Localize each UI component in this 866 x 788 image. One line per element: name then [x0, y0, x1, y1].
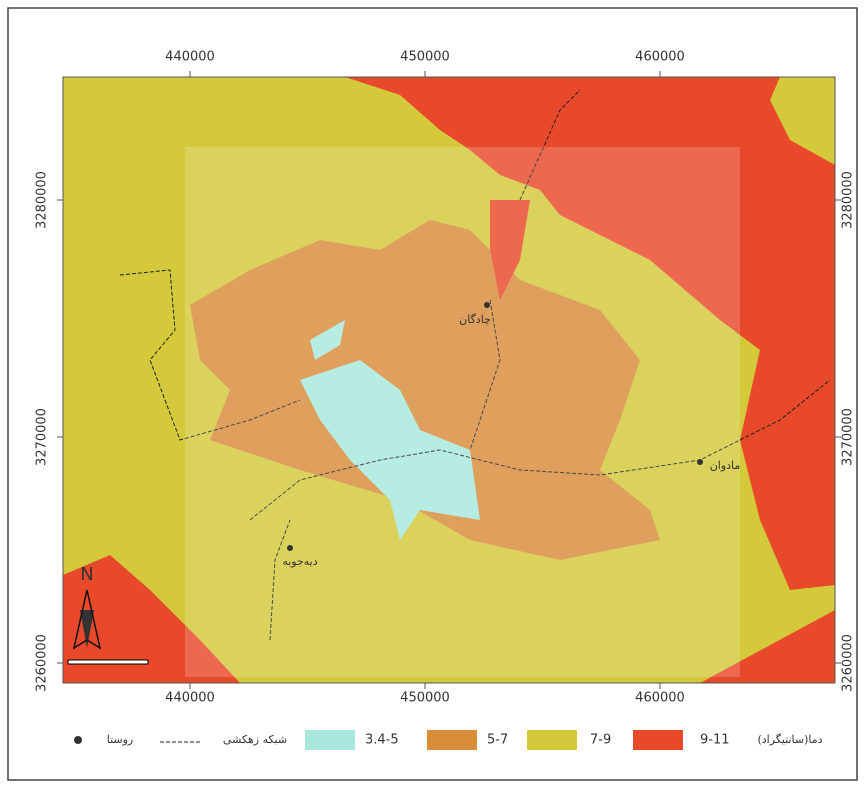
y-coord-label: 3280000 — [35, 171, 50, 229]
map-area: چادگان مادوان دیه‌جوبه N — [63, 77, 835, 683]
legend-label: شبکه زهکشی — [223, 733, 287, 746]
legend-swatch — [633, 730, 683, 750]
watermark — [185, 147, 740, 677]
y-coord-label: 3270000 — [841, 408, 856, 466]
x-coord-label: 440000 — [165, 50, 215, 65]
legend-swatch — [305, 730, 355, 750]
y-coord-label: 3280000 — [841, 171, 856, 229]
legend-label: 9-11 — [700, 733, 730, 748]
legend-label: روستا — [107, 733, 134, 746]
x-coord-label: 460000 — [635, 50, 685, 65]
legend-title: دما(سانتیگراد) — [757, 733, 822, 746]
village-marker — [697, 459, 703, 465]
y-coord-label: 3260000 — [841, 634, 856, 692]
place-label: مادوان — [710, 459, 741, 472]
place-label: دیه‌جوبه — [282, 555, 317, 568]
y-coord-label: 3270000 — [35, 408, 50, 466]
legend-label: 7-9 — [590, 733, 611, 748]
legend-marker — [74, 736, 82, 744]
y-coord-label: 3260000 — [35, 634, 50, 692]
scale-bar — [68, 660, 148, 664]
north-label: N — [80, 564, 93, 585]
map-figure: چادگان مادوان دیه‌جوبه N 440000 440000 450… — [0, 0, 866, 788]
legend-label: 3.4-5 — [365, 733, 399, 748]
village-marker — [484, 302, 490, 308]
legend-label: 5-7 — [487, 733, 508, 748]
place-label: چادگان — [459, 313, 491, 326]
village-marker — [287, 545, 293, 551]
legend-swatch — [427, 730, 477, 750]
x-coord-label: 460000 — [635, 691, 685, 706]
legend-swatch — [527, 730, 577, 750]
x-coord-label: 440000 — [165, 691, 215, 706]
x-coord-label: 450000 — [400, 50, 450, 65]
x-coord-label: 450000 — [400, 691, 450, 706]
